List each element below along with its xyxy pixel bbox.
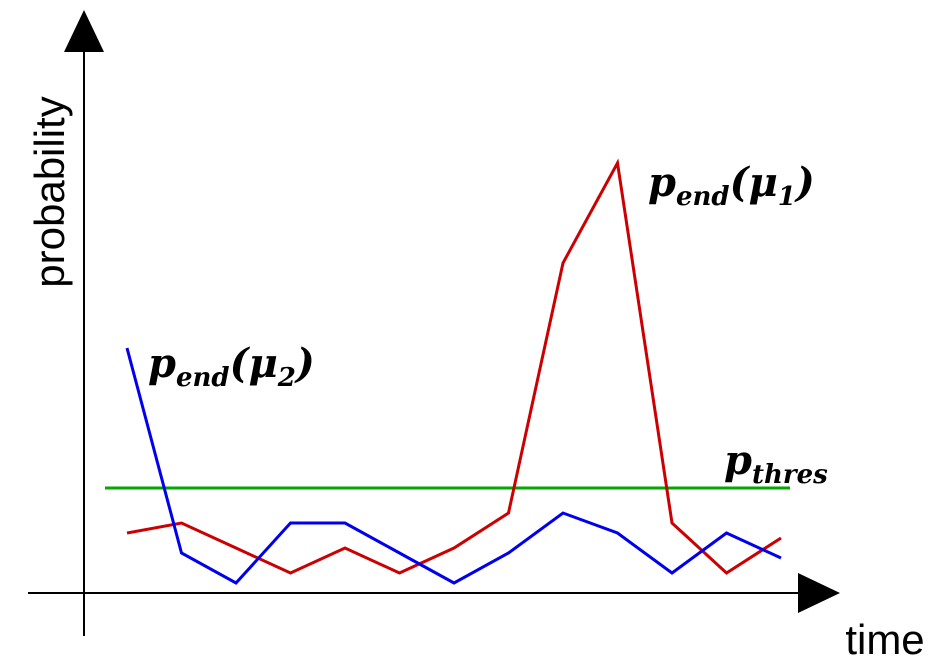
y-axis-arrowhead bbox=[64, 10, 104, 52]
series-label-mu1: pend(μ1) bbox=[648, 159, 815, 212]
series-label-mu2: pend(μ2) bbox=[148, 340, 315, 393]
series-line-mu1 bbox=[126, 158, 782, 575]
x-axis-label: time bbox=[845, 616, 924, 661]
series-line-mu2 bbox=[125, 347, 782, 585]
x-axis-arrowhead bbox=[798, 573, 840, 613]
threshold-label: pthres bbox=[724, 437, 828, 490]
plot-area bbox=[105, 158, 790, 585]
y-axis-label: probability bbox=[26, 96, 73, 287]
